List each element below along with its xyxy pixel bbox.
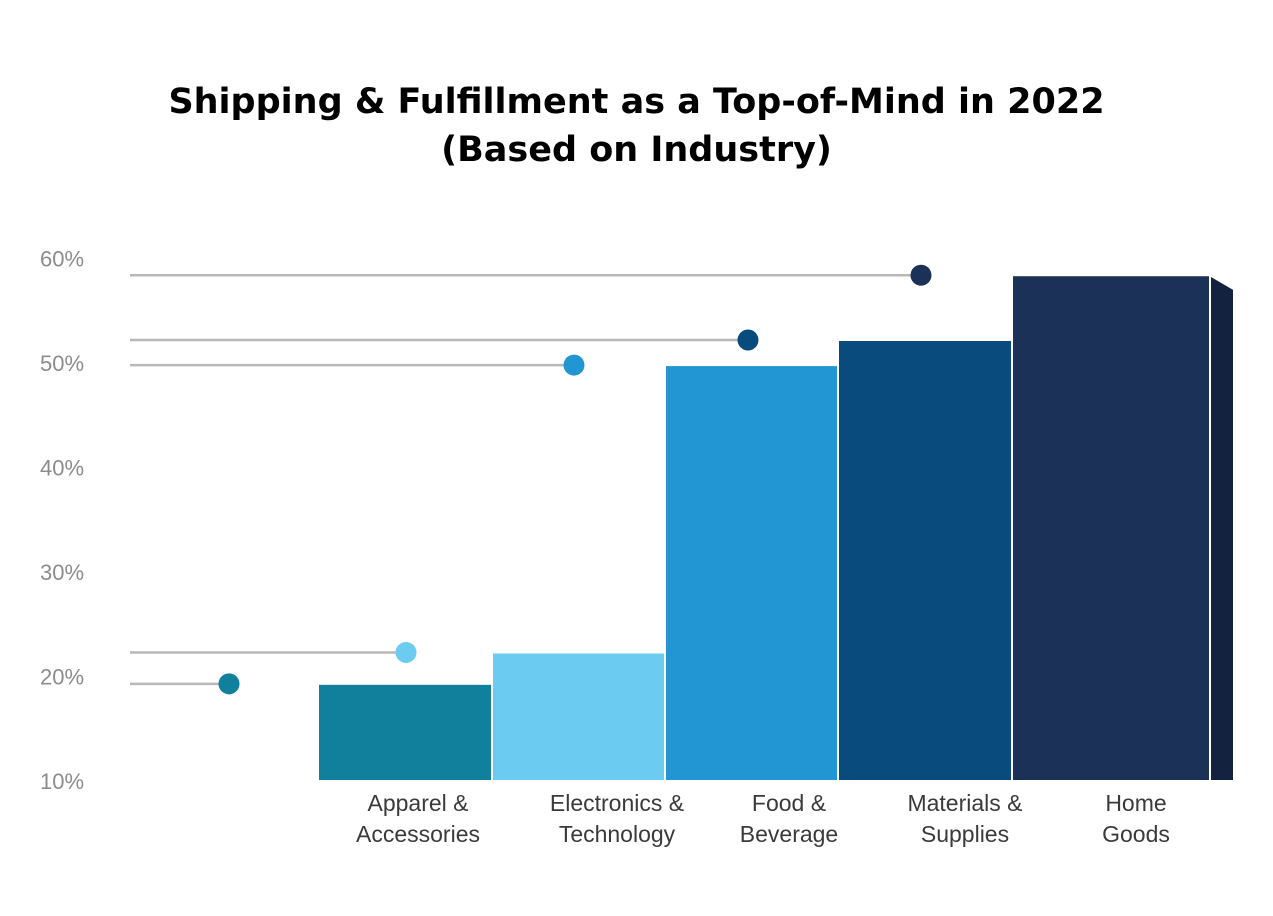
value-dot	[218, 673, 240, 695]
bar	[491, 651, 715, 783]
bar-front	[837, 339, 1037, 782]
value-dot	[910, 264, 932, 286]
bar-side	[1209, 274, 1235, 782]
value-leader-lines	[130, 264, 932, 695]
value-dot	[395, 641, 417, 663]
x-category-label: Food & Beverage	[740, 790, 838, 847]
x-category-label: Apparel & Accessories	[356, 790, 480, 847]
value-dot	[737, 329, 759, 351]
y-tick-label: 30%	[40, 560, 84, 585]
chart-subtitle: (Based on Industry)	[441, 130, 832, 170]
y-tick-label: 10%	[40, 769, 84, 794]
x-category-label: Materials & Supplies	[907, 790, 1022, 847]
bar-front	[491, 651, 691, 783]
x-category-label-line: Technology	[559, 821, 676, 847]
x-category-label-line: Beverage	[740, 821, 838, 847]
x-category-label-line: Electronics &	[550, 790, 684, 816]
y-tick-label: 20%	[40, 665, 84, 690]
x-category-label: Electronics & Technology	[550, 790, 684, 847]
y-tick-label: 50%	[40, 351, 84, 376]
y-axis: 10% 20% 30% 40% 50% 60%	[40, 247, 84, 795]
x-category-label-line: Food &	[752, 790, 826, 816]
y-tick-label: 60%	[40, 247, 84, 272]
x-category-label-line: Accessories	[356, 821, 480, 847]
value-dot	[563, 354, 585, 376]
bar-front	[317, 682, 517, 782]
x-category-label-line: Materials &	[907, 790, 1022, 816]
x-category-label-line: Apparel &	[367, 790, 468, 816]
chart-title: Shipping & Fulfillment as a Top-of-Mind …	[0, 78, 1273, 174]
bar	[1011, 274, 1235, 782]
x-category-label-line: Home	[1105, 790, 1166, 816]
x-axis-labels: Apparel & Accessories Electronics & Technol…	[356, 790, 1170, 847]
chart-title-line-1: Shipping & Fulfillment as a Top-of-Mind …	[168, 82, 1105, 122]
x-category-label: Home Goods	[1102, 790, 1170, 847]
bars	[317, 274, 1235, 783]
bar-front	[1011, 274, 1211, 782]
bar-front	[664, 364, 864, 782]
y-tick-label: 40%	[40, 456, 84, 481]
x-category-label-line: Goods	[1102, 821, 1170, 847]
x-category-label-line: Supplies	[921, 821, 1009, 847]
